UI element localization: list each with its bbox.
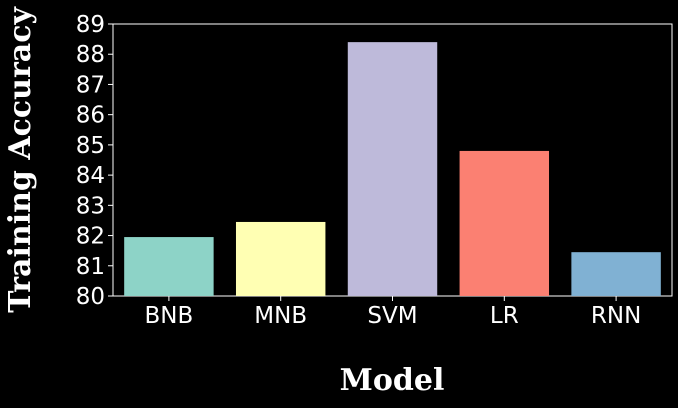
x-tick-label-svm: SVM [367, 303, 417, 329]
y-tick-label: 89 [76, 12, 105, 38]
y-tick-label: 82 [76, 224, 105, 250]
y-tick-label: 87 [76, 72, 105, 98]
x-axis-ticks: BNB MNB SVM LR RNN [145, 296, 641, 329]
x-axis-title: Model [340, 363, 445, 398]
y-tick-label: 83 [76, 193, 105, 219]
y-axis-ticks: 80 81 82 83 84 85 86 87 88 89 [76, 12, 113, 310]
y-tick-label: 81 [76, 254, 105, 280]
bar-bnb [124, 237, 214, 296]
bar-svm [347, 42, 438, 297]
bar-lr [459, 150, 550, 296]
bars [124, 42, 661, 297]
bar-mnb [235, 221, 326, 296]
y-axis-title: Training Accuracy [3, 6, 38, 313]
y-tick-label: 86 [76, 103, 105, 129]
x-tick-label-bnb: BNB [145, 303, 194, 329]
x-tick-label-mnb: MNB [254, 303, 307, 329]
x-tick-label-rnn: RNN [591, 303, 641, 329]
y-tick-label: 84 [76, 163, 105, 189]
y-tick-label: 80 [76, 284, 105, 310]
bar-rnn [571, 252, 661, 296]
x-tick-label-lr: LR [490, 303, 519, 329]
y-tick-label: 88 [76, 42, 105, 68]
y-tick-label: 85 [76, 133, 105, 159]
